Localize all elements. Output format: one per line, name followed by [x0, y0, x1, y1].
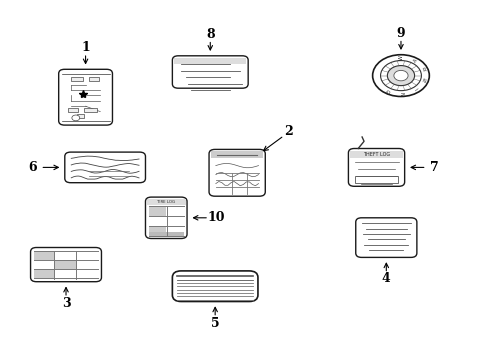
Bar [89, 77, 99, 81]
Text: 8: 8 [205, 28, 214, 41]
Circle shape [72, 115, 80, 121]
Text: 3: 3 [61, 297, 70, 310]
Text: R: R [421, 67, 426, 73]
Text: 2: 2 [284, 125, 293, 139]
Text: N: N [398, 92, 403, 95]
Bar [147, 199, 185, 205]
Circle shape [380, 60, 421, 91]
Text: 10: 10 [207, 211, 224, 224]
Text: G: G [383, 87, 389, 93]
FancyBboxPatch shape [59, 69, 112, 125]
FancyBboxPatch shape [64, 152, 145, 183]
Bar [148, 206, 166, 216]
Bar [174, 58, 245, 64]
Bar [68, 108, 78, 112]
Circle shape [393, 71, 407, 81]
Bar [77, 114, 84, 118]
Circle shape [372, 55, 428, 96]
Text: 4: 4 [381, 273, 390, 285]
FancyBboxPatch shape [209, 149, 264, 196]
FancyBboxPatch shape [31, 248, 102, 282]
FancyBboxPatch shape [347, 149, 404, 186]
Text: 6: 6 [29, 161, 37, 174]
Bar [349, 151, 402, 158]
Text: A: A [411, 58, 417, 64]
FancyBboxPatch shape [172, 271, 258, 302]
Text: 5: 5 [210, 316, 219, 330]
Bar [34, 269, 54, 278]
Bar [354, 176, 397, 183]
Text: I: I [412, 88, 417, 92]
FancyBboxPatch shape [145, 197, 187, 239]
Bar [84, 108, 96, 112]
Bar [148, 226, 166, 236]
Bar [148, 233, 183, 238]
Text: 1: 1 [81, 41, 90, 54]
Text: 7: 7 [429, 161, 437, 174]
Bar [34, 251, 54, 260]
Bar [54, 260, 76, 269]
Bar [211, 151, 263, 158]
Text: THEFT LOG: THEFT LOG [362, 152, 389, 157]
Bar [70, 77, 82, 81]
Circle shape [386, 66, 414, 86]
Text: 9: 9 [396, 27, 405, 40]
Text: W: W [398, 55, 403, 60]
Text: N: N [421, 78, 426, 84]
FancyBboxPatch shape [355, 218, 416, 257]
FancyBboxPatch shape [172, 56, 247, 88]
Text: TIRE LOG: TIRE LOG [157, 200, 175, 204]
